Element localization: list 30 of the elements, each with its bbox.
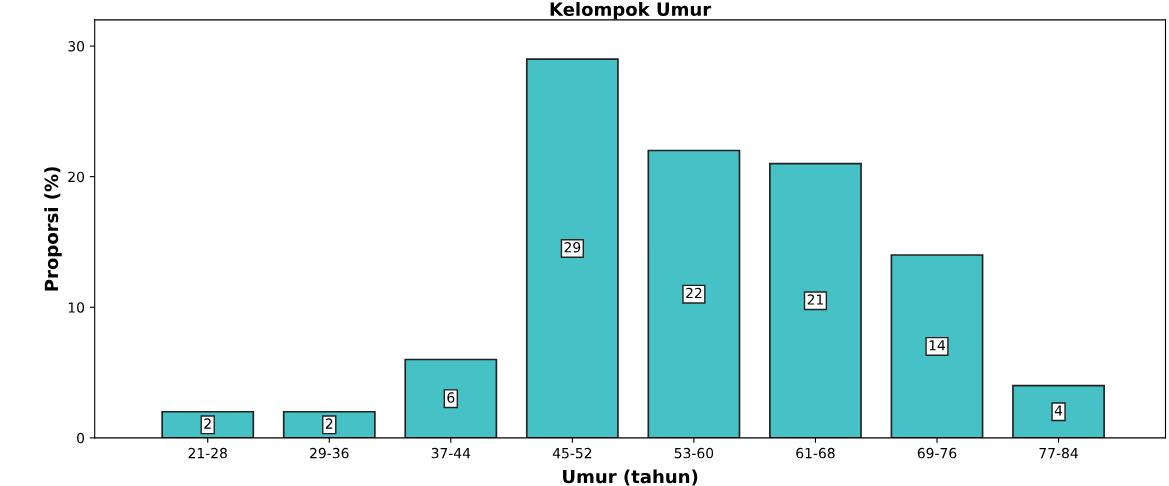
x-axis-title: Umur (tahun)	[563, 469, 698, 486]
bar	[890, 254, 984, 438]
x-tick-label: 29-36	[310, 447, 349, 459]
y-axis-title: Proporsi (%)	[44, 167, 62, 291]
y-tick-label: 20	[68, 171, 85, 183]
data-label: 22	[686, 287, 702, 299]
data-label: 14	[929, 340, 946, 351]
data-label: 2	[325, 418, 333, 429]
y-tick-label: 0	[77, 432, 85, 444]
y-tick-label: 10	[68, 302, 85, 313]
x-tick-label: 53-60	[674, 447, 714, 459]
bar	[769, 162, 862, 438]
data-label: 4	[1054, 405, 1063, 416]
bar	[404, 358, 498, 438]
bar	[525, 58, 619, 438]
x-tick-label: 37-44	[431, 447, 471, 459]
bar	[647, 149, 741, 438]
x-tick-label: 61-68	[796, 447, 835, 459]
bar	[161, 410, 255, 438]
x-tick-label: 21-28	[188, 447, 227, 459]
data-label: 21	[807, 294, 823, 305]
y-tick-label: 30	[68, 41, 85, 52]
x-tick-label: 45-52	[552, 447, 592, 459]
x-tick-label: 69-76	[917, 447, 957, 459]
data-label: 29	[564, 242, 581, 253]
bar	[1012, 384, 1105, 438]
x-tick-label: 77-84	[1039, 447, 1078, 459]
data-label: 6	[447, 392, 455, 403]
data-label: 2	[204, 418, 211, 429]
chart-title: Kelompok Umur	[550, 2, 712, 20]
